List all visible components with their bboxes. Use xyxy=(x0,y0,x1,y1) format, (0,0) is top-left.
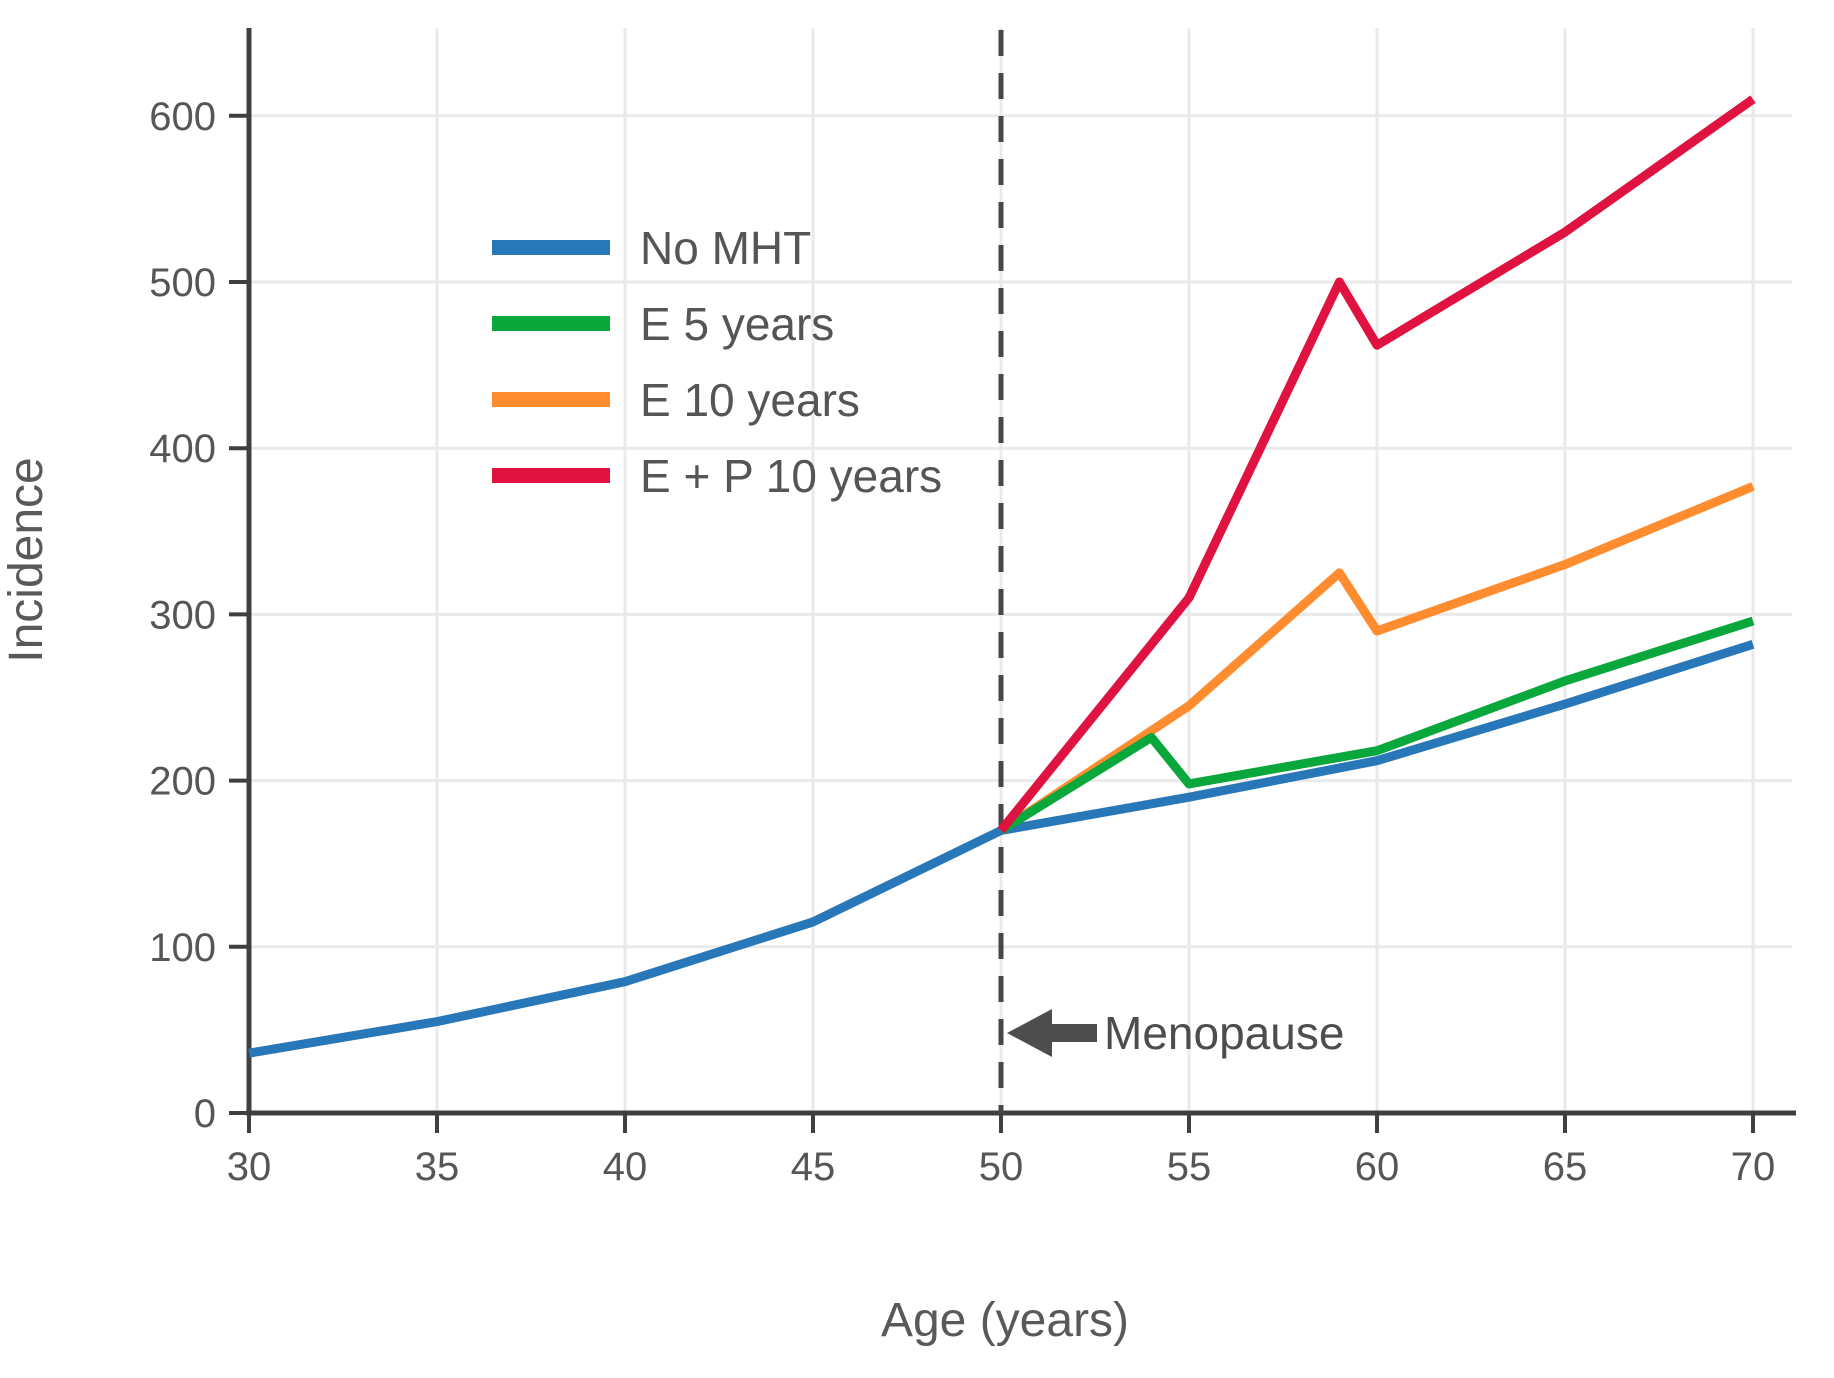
tick-labels: 30 35 40 45 50 55 60 65 70 0 100 200 300 400 500 600 xyxy=(149,95,1775,1189)
axis-ticks xyxy=(229,113,1755,1133)
legend: No MHT E 5 years E 10 years E + P 10 years xyxy=(492,222,942,502)
legend-swatch xyxy=(492,316,610,331)
y-tick-label: 600 xyxy=(149,95,216,139)
left-arrow-icon xyxy=(1007,1009,1097,1057)
y-tick-label: 0 xyxy=(194,1092,216,1136)
y-tick-label: 500 xyxy=(149,261,216,305)
x-tick-label: 55 xyxy=(1167,1145,1212,1189)
menopause-label: Menopause xyxy=(1104,1007,1344,1059)
y-tick-label: 300 xyxy=(149,593,216,637)
x-tick-label: 65 xyxy=(1543,1145,1588,1189)
series-line-e-10-years xyxy=(998,482,1755,835)
series-lines xyxy=(248,95,1756,1058)
series-line-e-5-years xyxy=(998,616,1755,835)
legend-item: E 10 years xyxy=(492,374,860,426)
legend-item: No MHT xyxy=(492,222,811,274)
y-axis-label: Incidence xyxy=(0,457,53,662)
x-tick-label: 50 xyxy=(979,1145,1024,1189)
series-line-e-p-10-years xyxy=(997,95,1756,834)
x-tick-label: 35 xyxy=(415,1145,460,1189)
legend-swatch xyxy=(492,468,610,483)
legend-swatch xyxy=(492,392,610,407)
legend-label: E + P 10 years xyxy=(640,450,942,502)
x-tick-label: 40 xyxy=(603,1145,648,1189)
y-tick-label: 400 xyxy=(149,427,216,471)
gridlines xyxy=(249,28,1792,1113)
axes-spines xyxy=(246,28,1796,1116)
menopause-annotation: Menopause xyxy=(1007,1007,1344,1059)
legend-label: No MHT xyxy=(640,222,811,274)
x-tick-label: 60 xyxy=(1355,1145,1400,1189)
y-tick-label: 100 xyxy=(149,926,216,970)
legend-item: E + P 10 years xyxy=(492,450,942,502)
x-axis-label: Age (years) xyxy=(881,1294,1129,1347)
x-tick-label: 45 xyxy=(791,1145,836,1189)
y-tick-label: 200 xyxy=(149,760,216,804)
x-tick-label: 30 xyxy=(227,1145,272,1189)
x-tick-label: 70 xyxy=(1731,1145,1776,1189)
legend-swatch xyxy=(492,240,610,255)
legend-item: E 5 years xyxy=(492,298,834,350)
legend-label: E 5 years xyxy=(640,298,834,350)
legend-label: E 10 years xyxy=(640,374,860,426)
